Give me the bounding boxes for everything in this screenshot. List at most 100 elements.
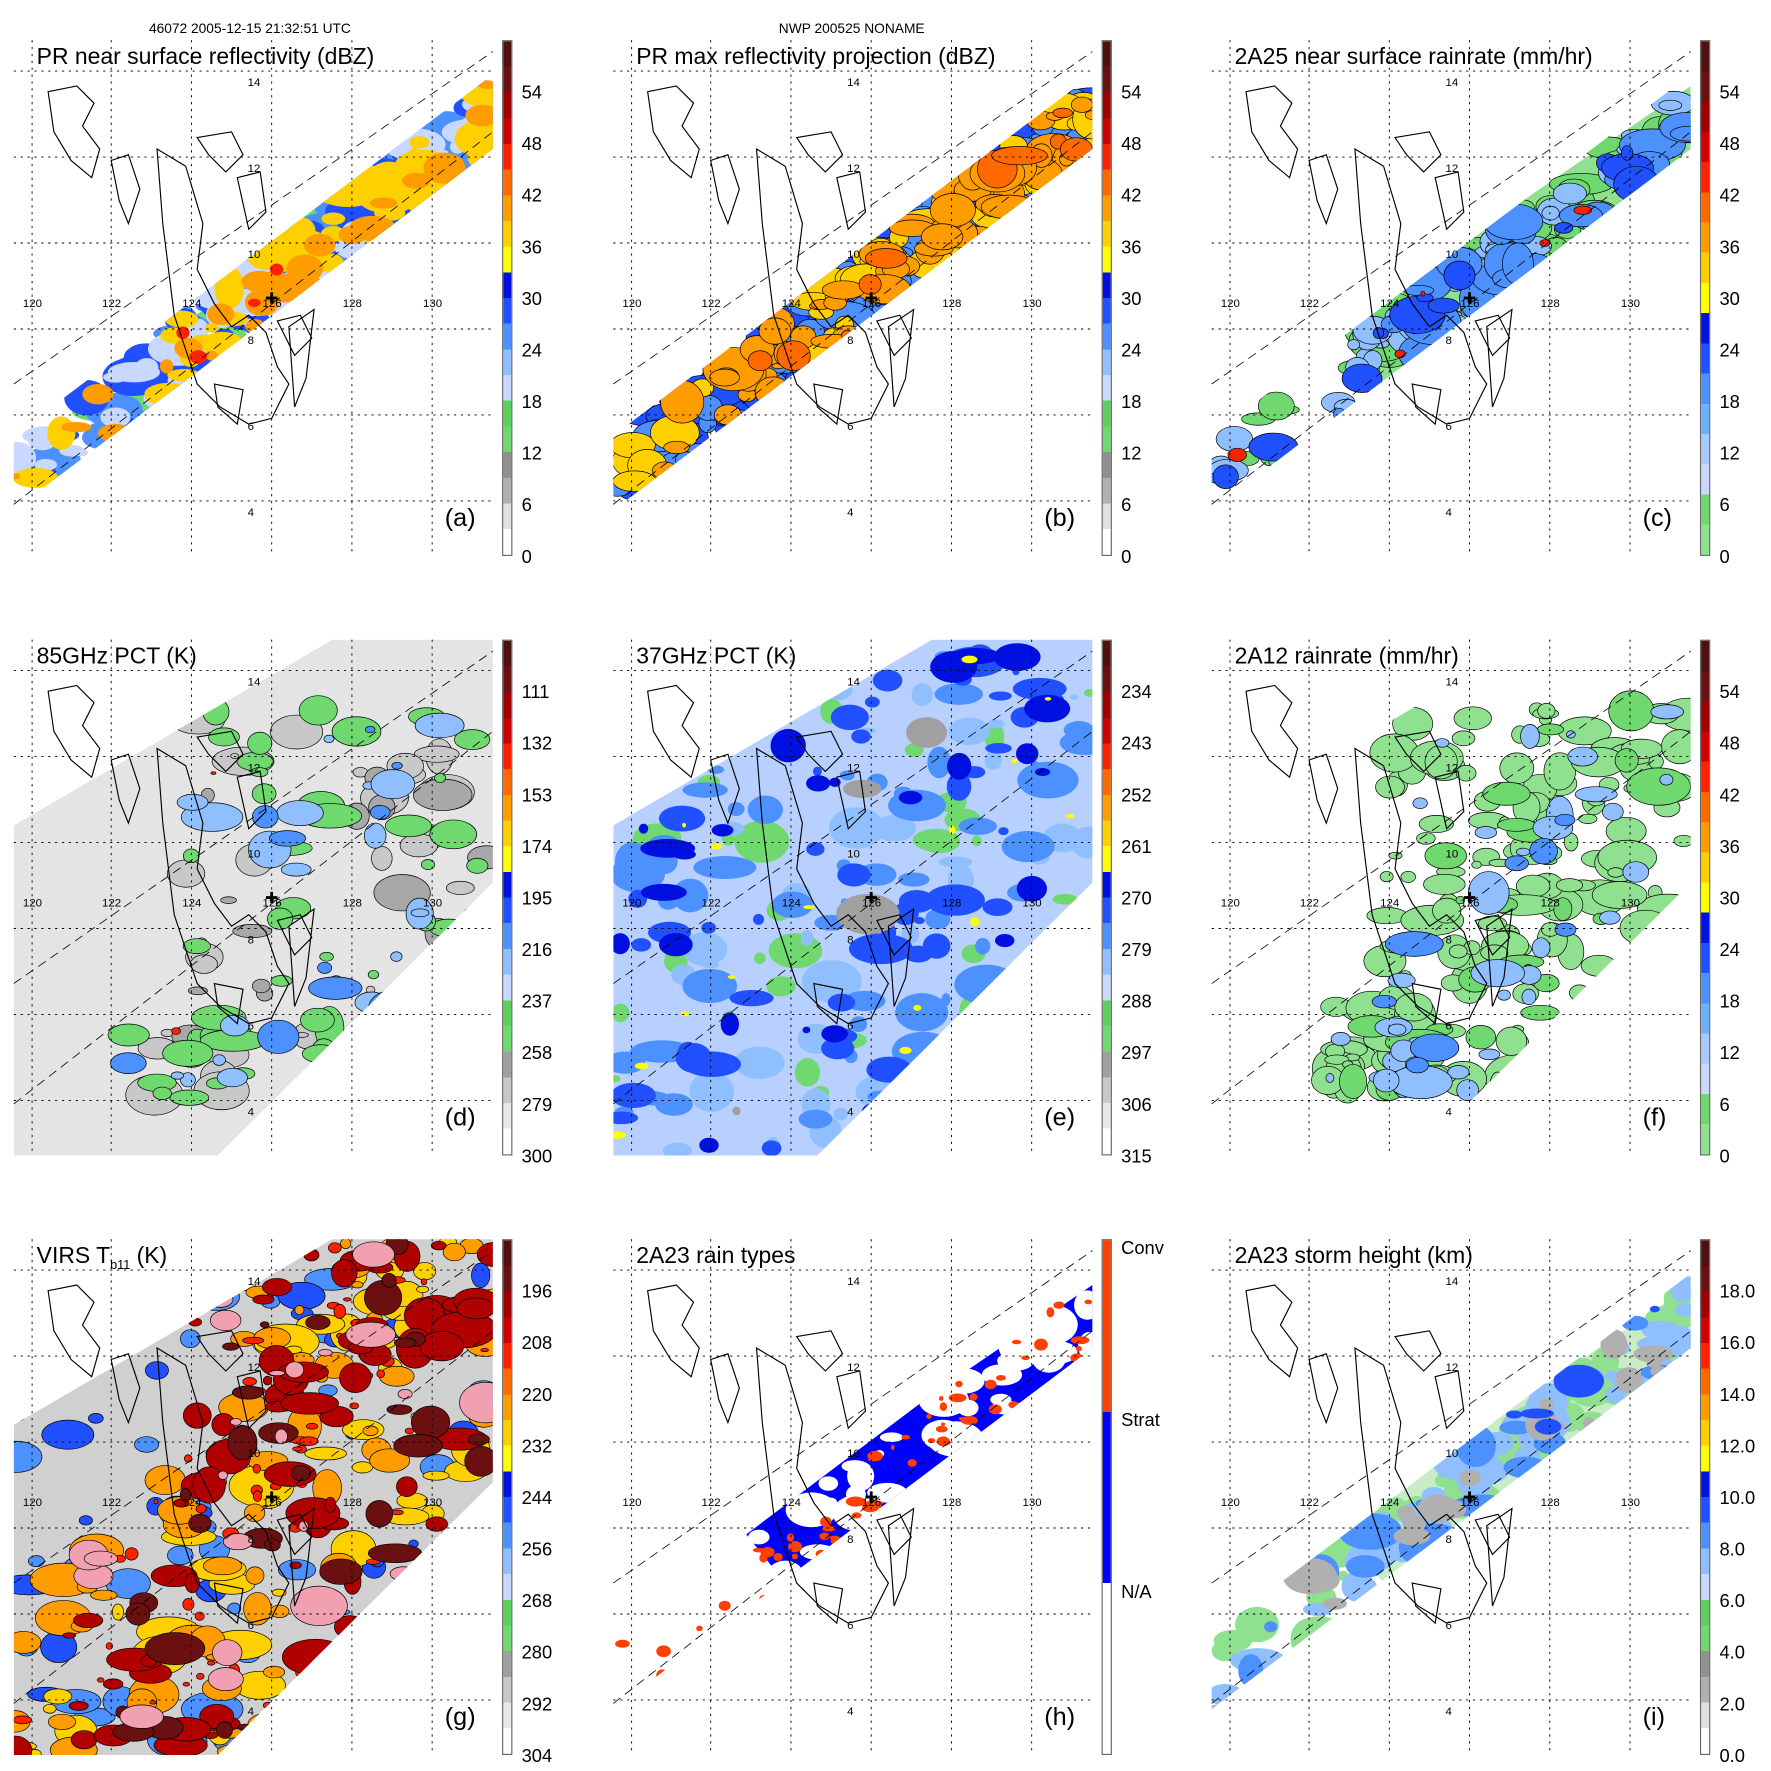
field-cell — [1070, 1129, 1093, 1156]
field-cell — [1555, 878, 1584, 893]
lat-label: 8 — [248, 934, 254, 946]
colorbar-tick-label: 54 — [521, 83, 542, 104]
storm-center-cross-icon — [865, 292, 877, 304]
field-cell — [1432, 897, 1462, 924]
field-cell — [967, 1060, 1037, 1083]
field-cell — [984, 1379, 997, 1390]
field-cell — [938, 1395, 944, 1402]
colorbar-tick-label: 258 — [521, 1044, 553, 1064]
field-cell — [791, 1553, 799, 1560]
field-cell — [634, 669, 654, 679]
field-cell — [438, 1592, 484, 1622]
lon-label: 120 — [1221, 898, 1240, 910]
field-cell — [299, 1436, 319, 1446]
field-cell — [1637, 1083, 1662, 1096]
field-cell — [1405, 1057, 1429, 1074]
colorbar-tick-label: 54 — [1719, 683, 1740, 703]
field-cell — [718, 1600, 731, 1611]
field-cell — [1387, 972, 1416, 989]
field-cell — [1582, 1417, 1596, 1429]
colorbar-tick-label: 48 — [1121, 135, 1142, 155]
field-cell — [47, 1713, 77, 1730]
field-cell — [935, 1425, 948, 1433]
field-cell — [443, 1680, 465, 1690]
field-cell — [971, 1004, 1000, 1031]
lon-label: 128 — [942, 298, 961, 310]
field-cell — [440, 1530, 451, 1539]
field-cell — [1515, 1060, 1535, 1068]
field-cell — [262, 1375, 273, 1386]
lon-label: 126 — [862, 1497, 881, 1509]
field-cell — [1546, 1054, 1571, 1083]
field-cell — [13, 1406, 27, 1423]
field-cell — [395, 1685, 416, 1701]
field-cell — [640, 838, 696, 858]
swath-edge-upper — [13, 650, 494, 984]
field-cell — [270, 975, 293, 987]
field-cell — [1603, 1071, 1640, 1101]
field-cell — [1212, 464, 1239, 490]
field-cell — [369, 805, 391, 820]
colorbar — [502, 1239, 513, 1755]
field-cell — [169, 1089, 210, 1106]
field-cell — [1020, 1049, 1043, 1066]
field-cell — [1537, 723, 1564, 736]
field-cell — [394, 1707, 415, 1719]
field-cell — [1070, 1353, 1084, 1363]
colorbar-tick-label: 132 — [521, 734, 553, 755]
field-cell — [207, 1291, 234, 1308]
field-cell — [460, 1576, 485, 1597]
field-cell — [654, 1093, 693, 1116]
field-cell — [766, 976, 796, 997]
field-cell — [303, 1248, 320, 1262]
field-cell — [1427, 297, 1460, 314]
field-cell — [988, 1404, 1002, 1415]
field-cell — [1437, 1467, 1461, 1479]
field-cell — [615, 1639, 630, 1648]
lat-label: 10 — [248, 249, 261, 261]
title-text: PR near surface reflectivity (dBZ) — [36, 44, 375, 70]
field-cell — [1066, 963, 1087, 974]
field-cell — [323, 1694, 332, 1699]
field-cell — [1257, 391, 1295, 421]
lon-label: 128 — [343, 898, 362, 910]
field-cell — [1416, 293, 1434, 303]
field-cell — [459, 1381, 493, 1424]
field-cell — [1520, 1408, 1555, 1419]
panel-i: 120 122 124 126 128 130 14 12 10 8 6 4 2A23 storm he… — [1211, 1239, 1755, 1766]
field-cell — [144, 1465, 186, 1496]
field-cell — [280, 862, 312, 877]
field-cell — [991, 146, 1048, 166]
field-cell — [682, 932, 728, 966]
colorbar-tick-label: 306 — [1121, 1095, 1152, 1116]
field-cell — [1529, 837, 1558, 865]
lon-label: 130 — [1621, 898, 1640, 910]
field-cell — [384, 1716, 410, 1738]
title-text: 2A23 storm height (km) — [1234, 1243, 1473, 1269]
title-text: 2A12 rainrate (mm/hr) — [1234, 644, 1459, 670]
field-cell — [788, 1540, 802, 1553]
field-cell — [1373, 1068, 1400, 1093]
field-cell — [73, 1612, 104, 1628]
field-cell — [1621, 145, 1634, 161]
colorbar-tick-label: 42 — [521, 186, 542, 207]
colorbar-tick-label: 24 — [1719, 341, 1740, 362]
map-b: 120 122 124 126 128 130 14 12 10 8 6 4 — [613, 40, 1093, 556]
lon-label: 128 — [942, 1497, 961, 1509]
field-cell — [729, 989, 774, 1007]
coastline — [47, 1284, 315, 1625]
field-cell — [423, 152, 466, 184]
field-cell — [882, 1109, 928, 1149]
field-cell — [1059, 137, 1093, 162]
field-cell — [1554, 922, 1577, 937]
field-cell — [613, 774, 632, 800]
field-cell — [819, 1532, 830, 1541]
lat-label: 14 — [847, 676, 860, 688]
field-cell — [682, 782, 728, 798]
field-cell — [171, 1027, 182, 1035]
field-cell — [800, 681, 831, 700]
colorbar-tick-label: 12 — [521, 444, 542, 465]
colorbar-tick-label: 111 — [521, 683, 550, 703]
field-cell — [1626, 1033, 1662, 1056]
colorbar — [1101, 1239, 1112, 1755]
